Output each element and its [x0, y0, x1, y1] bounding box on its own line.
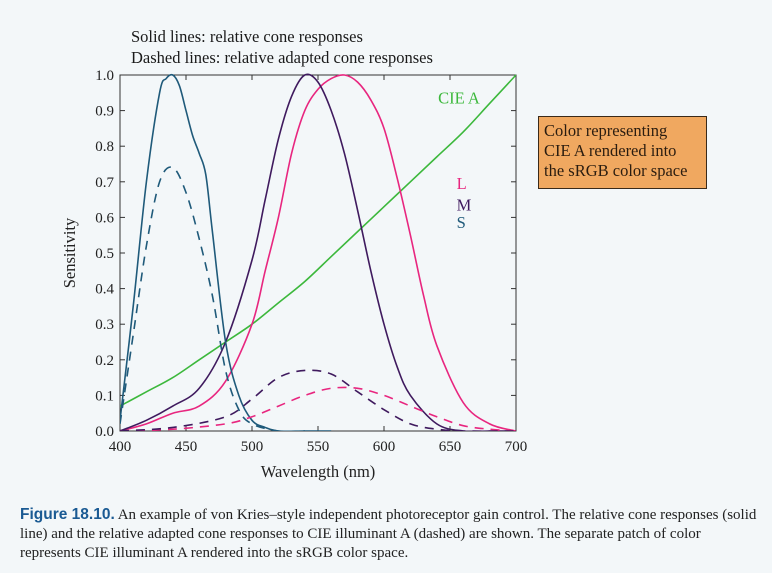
x-tick-label: 600: [373, 439, 396, 455]
series-label-m: M: [457, 195, 472, 214]
x-tick-label: 700: [505, 439, 528, 455]
series-s: [120, 73, 332, 431]
annotation-dashed-lines: Dashed lines: relative adapted cone resp…: [131, 48, 433, 67]
y-tick-label: 1.0: [95, 68, 114, 84]
x-axis-label: Wavelength (nm): [261, 462, 376, 481]
color-patch: Color representing CIE A rendered into t…: [538, 116, 707, 189]
series-cie-a: [120, 74, 516, 407]
annotation-solid-lines: Solid lines: relative cone responses: [131, 27, 363, 46]
y-tick-label: 0.3: [95, 317, 114, 333]
y-tick-label: 0.1: [95, 388, 114, 404]
series-m-adapted: [120, 369, 516, 431]
y-tick-label: 0.7: [95, 175, 114, 191]
x-tick-label: 650: [439, 439, 462, 455]
x-tick-label: 400: [109, 439, 132, 455]
series-l-adapted: [120, 386, 516, 431]
y-tick-label: 0.6: [95, 210, 114, 226]
x-tick-label: 450: [175, 439, 198, 455]
patch-text-line-2: CIE A rendered into: [544, 141, 677, 160]
caption-label: Figure 18.10.: [20, 506, 115, 523]
caption-text: An example of von Kries–style independen…: [20, 507, 757, 561]
y-tick-label: 0.9: [95, 104, 114, 120]
x-tick-label: 550: [307, 439, 330, 455]
y-tick-label: 0.0: [95, 424, 114, 440]
patch-text-line-3: the sRGB color space: [544, 161, 688, 180]
patch-text-line-1: Color representing: [544, 121, 668, 140]
series-l: [120, 74, 516, 431]
y-tick-label: 0.2: [95, 353, 114, 369]
plot-frame: [119, 74, 517, 432]
y-tick-label: 0.5: [95, 246, 114, 262]
plot-area: 0.0 0.1 0.2 0.3 0.4 0.5 0.6 0.7 0.8 0.9 1.0 400 450 5…: [60, 68, 527, 481]
y-axis-label: Sensitivity: [60, 217, 79, 288]
series-s-adapted: [120, 166, 305, 431]
series-label-l: L: [457, 174, 467, 193]
x-tick-label: 500: [241, 439, 264, 455]
series-label-cie-a: CIE A: [438, 88, 480, 107]
y-tick-label: 0.8: [95, 139, 114, 155]
y-tick-label: 0.4: [95, 282, 114, 298]
series-m: [120, 73, 516, 431]
series-label-s: S: [457, 213, 466, 232]
figure-caption: Figure 18.10. An example of von Kries–st…: [20, 505, 760, 563]
